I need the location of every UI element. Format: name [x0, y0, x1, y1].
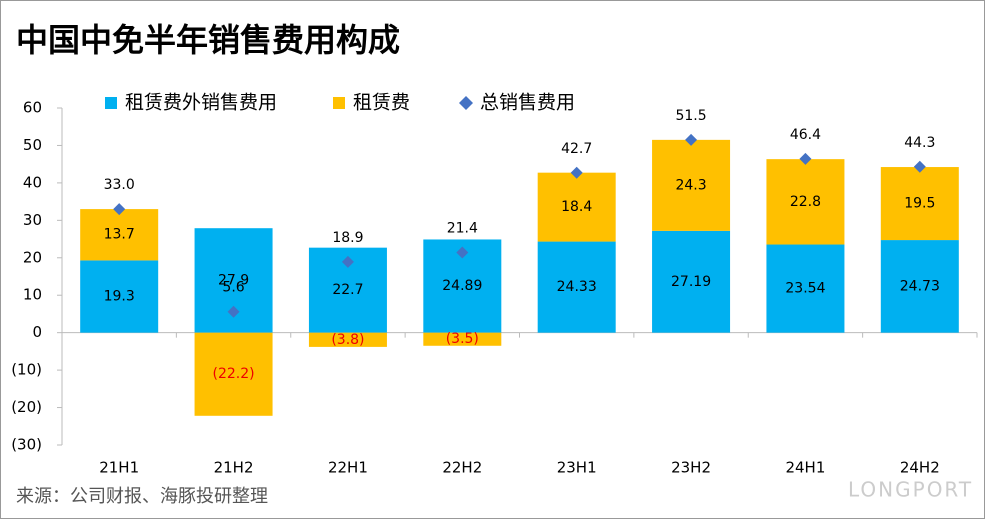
bar	[766, 159, 845, 245]
marker	[570, 166, 583, 179]
y-tick-label: 20	[23, 248, 42, 266]
y-tick-label: (10)	[11, 361, 42, 379]
y-tick-label: 0	[32, 323, 42, 341]
source: 来源：公司财报、海豚投研整理	[16, 486, 268, 507]
value-label: (3.8)	[331, 332, 364, 348]
marker	[227, 305, 240, 318]
x-tick-label: 24H1	[785, 459, 825, 477]
value-label: 24.89	[442, 278, 482, 294]
value-label: 5.6	[222, 280, 244, 296]
value-label: 13.7	[104, 227, 135, 243]
bar	[80, 260, 159, 333]
marker	[913, 160, 926, 173]
value-label: 46.4	[790, 127, 821, 143]
legend-marker	[105, 97, 117, 109]
bar	[652, 230, 731, 333]
x-tick-label: 21H2	[214, 459, 254, 477]
value-label: 44.3	[904, 135, 935, 151]
bar	[766, 244, 845, 333]
marker	[685, 133, 698, 146]
x-tick-label: 24H2	[900, 459, 940, 477]
value-label: 24.73	[900, 278, 940, 294]
bar	[652, 139, 731, 231]
marker	[341, 255, 354, 268]
bar	[194, 332, 273, 416]
value-label: 27.19	[671, 274, 711, 290]
value-label: 18.4	[561, 199, 592, 215]
bar	[80, 209, 159, 261]
value-label: (22.2)	[213, 366, 255, 382]
value-label: 22.7	[332, 282, 363, 298]
value-label: 21.4	[447, 221, 478, 237]
y-tick-label: 60	[23, 99, 42, 117]
value-label: 33.0	[104, 177, 135, 193]
x-tick-label: 22H1	[328, 459, 368, 477]
watermark: LONGPORT	[848, 478, 973, 502]
y-tick-label: 40	[23, 173, 42, 191]
bar	[423, 332, 502, 346]
value-label: 42.7	[561, 141, 592, 157]
marker	[799, 152, 812, 165]
value-label: 23.54	[785, 281, 825, 297]
value-label: 24.3	[675, 177, 706, 193]
bar	[880, 240, 959, 333]
legend-label: 总销售费用	[480, 92, 575, 114]
y-tick-label: 50	[23, 136, 42, 154]
legend-marker	[333, 97, 345, 109]
x-tick-label: 21H1	[99, 459, 139, 477]
chart-title: 中国中免半年销售费用构成	[16, 21, 400, 59]
value-label: 27.9	[218, 272, 249, 288]
value-label: 24.33	[557, 279, 597, 295]
legend-label: 租赁费外销售费用	[125, 92, 277, 114]
value-label: 19.3	[104, 289, 135, 305]
legend-label: 租赁费	[353, 92, 410, 114]
value-label: 19.5	[904, 196, 935, 212]
bar	[537, 241, 616, 333]
legend-marker	[459, 96, 473, 110]
bar	[880, 167, 959, 241]
x-tick-label: 23H2	[671, 459, 711, 477]
bar	[537, 172, 616, 242]
y-tick-label: 10	[23, 286, 42, 304]
y-tick-label: (20)	[11, 398, 42, 416]
value-label: (3.5)	[446, 331, 479, 347]
marker	[113, 203, 126, 216]
y-tick-label: (30)	[11, 436, 42, 454]
marker	[456, 246, 469, 259]
value-label: 51.5	[675, 108, 706, 124]
x-tick-label: 22H2	[442, 459, 482, 477]
bar	[308, 332, 387, 347]
value-label: 18.9	[332, 230, 363, 246]
x-tick-label: 23H1	[557, 459, 597, 477]
y-tick-label: 30	[23, 211, 42, 229]
value-label: 22.8	[790, 194, 821, 210]
